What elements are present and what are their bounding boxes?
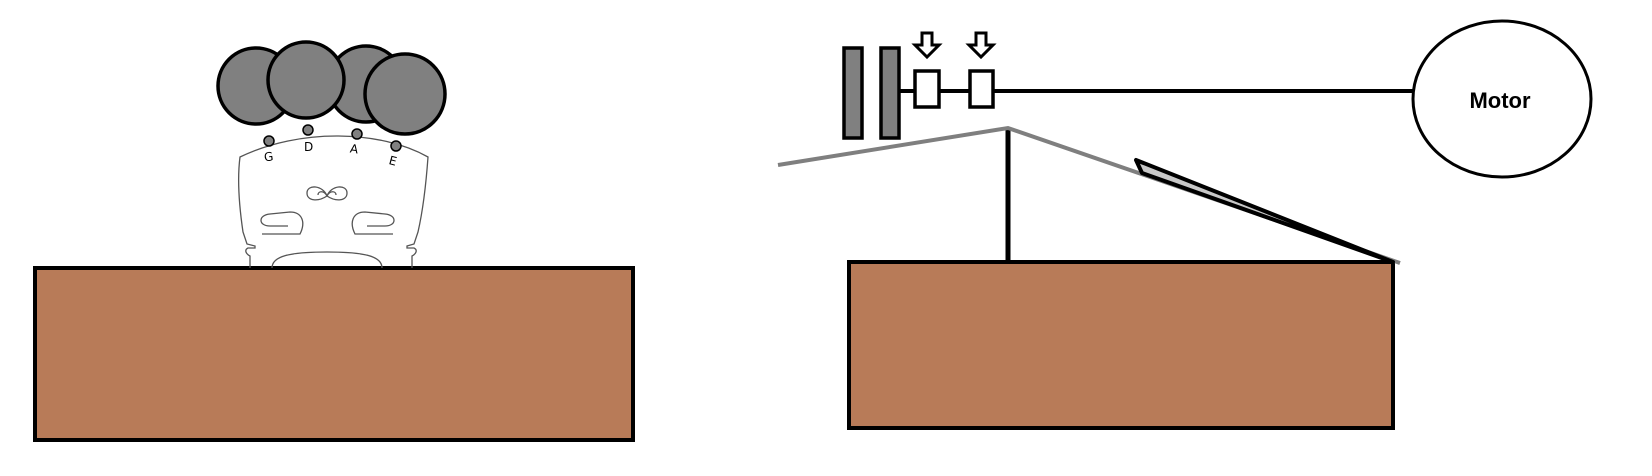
bowing-wheels [216, 40, 447, 136]
string-contact-points [263, 124, 402, 152]
tailpiece [1134, 158, 1395, 264]
wheel-edge-1 [842, 46, 864, 140]
wheel-3 [266, 40, 346, 120]
motor [1411, 19, 1593, 179]
string-point-d [302, 124, 314, 136]
violin-body-side [847, 260, 1395, 430]
string-point-a [351, 128, 363, 140]
string-label-d: D [304, 140, 313, 154]
violin-body-front [33, 266, 635, 442]
string-label-g: G [263, 149, 274, 164]
pressure-block-2 [968, 69, 995, 109]
motor-label: Motor [1469, 88, 1531, 113]
down-arrow-icon [965, 31, 997, 60]
string-label-a: A [349, 142, 360, 157]
wheel-edge-2 [879, 46, 901, 140]
front-view: G D A E [33, 40, 635, 442]
string-point-g [263, 135, 275, 147]
wheel-4 [363, 52, 447, 136]
violin-string [777, 125, 1401, 265]
string-point-e [390, 140, 402, 152]
string-label-e: E [387, 153, 398, 168]
down-arrow-icon [911, 31, 943, 60]
violin-bridge [237, 135, 429, 269]
side-view: Motor [777, 19, 1593, 430]
pressure-block-1 [913, 69, 941, 109]
